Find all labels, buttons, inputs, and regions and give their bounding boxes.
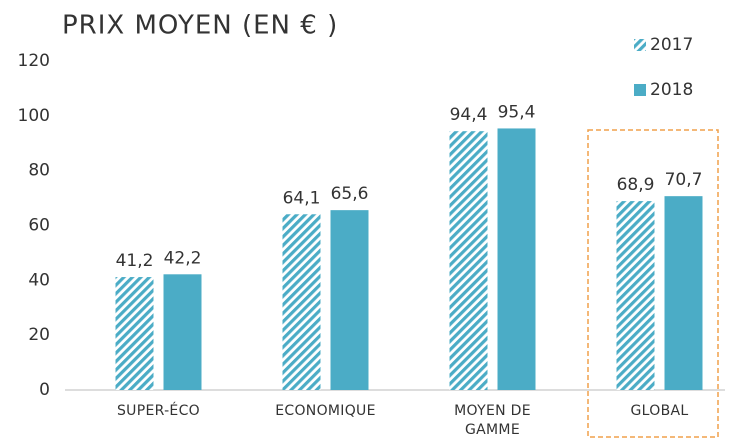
bar [497, 128, 536, 390]
x-tick-label: MOYEN DE GAMME [454, 403, 531, 438]
legend-swatch [634, 39, 646, 51]
legend-label: 2017 [650, 35, 693, 55]
legend-swatch [634, 84, 646, 96]
x-tick-label: ECONOMIQUE [275, 403, 376, 419]
bar [664, 196, 703, 390]
bar [163, 274, 202, 390]
bar [115, 277, 154, 390]
legend-label: 2018 [650, 80, 693, 100]
data-label: 95,4 [498, 102, 536, 122]
data-label: 42,2 [164, 248, 202, 268]
data-label: 65,6 [331, 184, 369, 204]
x-tick-label: SUPER-ÉCO [117, 403, 200, 419]
bar [282, 214, 321, 390]
data-label: 68,9 [617, 175, 655, 195]
x-tick-label: GLOBAL [630, 403, 689, 419]
y-tick-label: 80 [28, 161, 50, 181]
y-tick-label: 40 [28, 270, 50, 290]
y-tick-label: 20 [28, 325, 50, 345]
highlight-box [587, 129, 719, 438]
y-tick-label: 60 [28, 216, 50, 236]
data-label: 41,2 [116, 251, 154, 271]
chart-title: PRIX MOYEN (EN € ) [62, 11, 338, 41]
data-label: 64,1 [283, 188, 321, 208]
data-label: 94,4 [450, 105, 488, 125]
data-label: 70,7 [665, 170, 703, 190]
bar [330, 210, 369, 390]
y-tick-label: 0 [39, 380, 50, 400]
bar [616, 201, 655, 390]
bar [449, 131, 488, 391]
y-tick-label: 120 [18, 51, 50, 71]
y-tick-label: 100 [18, 106, 50, 126]
